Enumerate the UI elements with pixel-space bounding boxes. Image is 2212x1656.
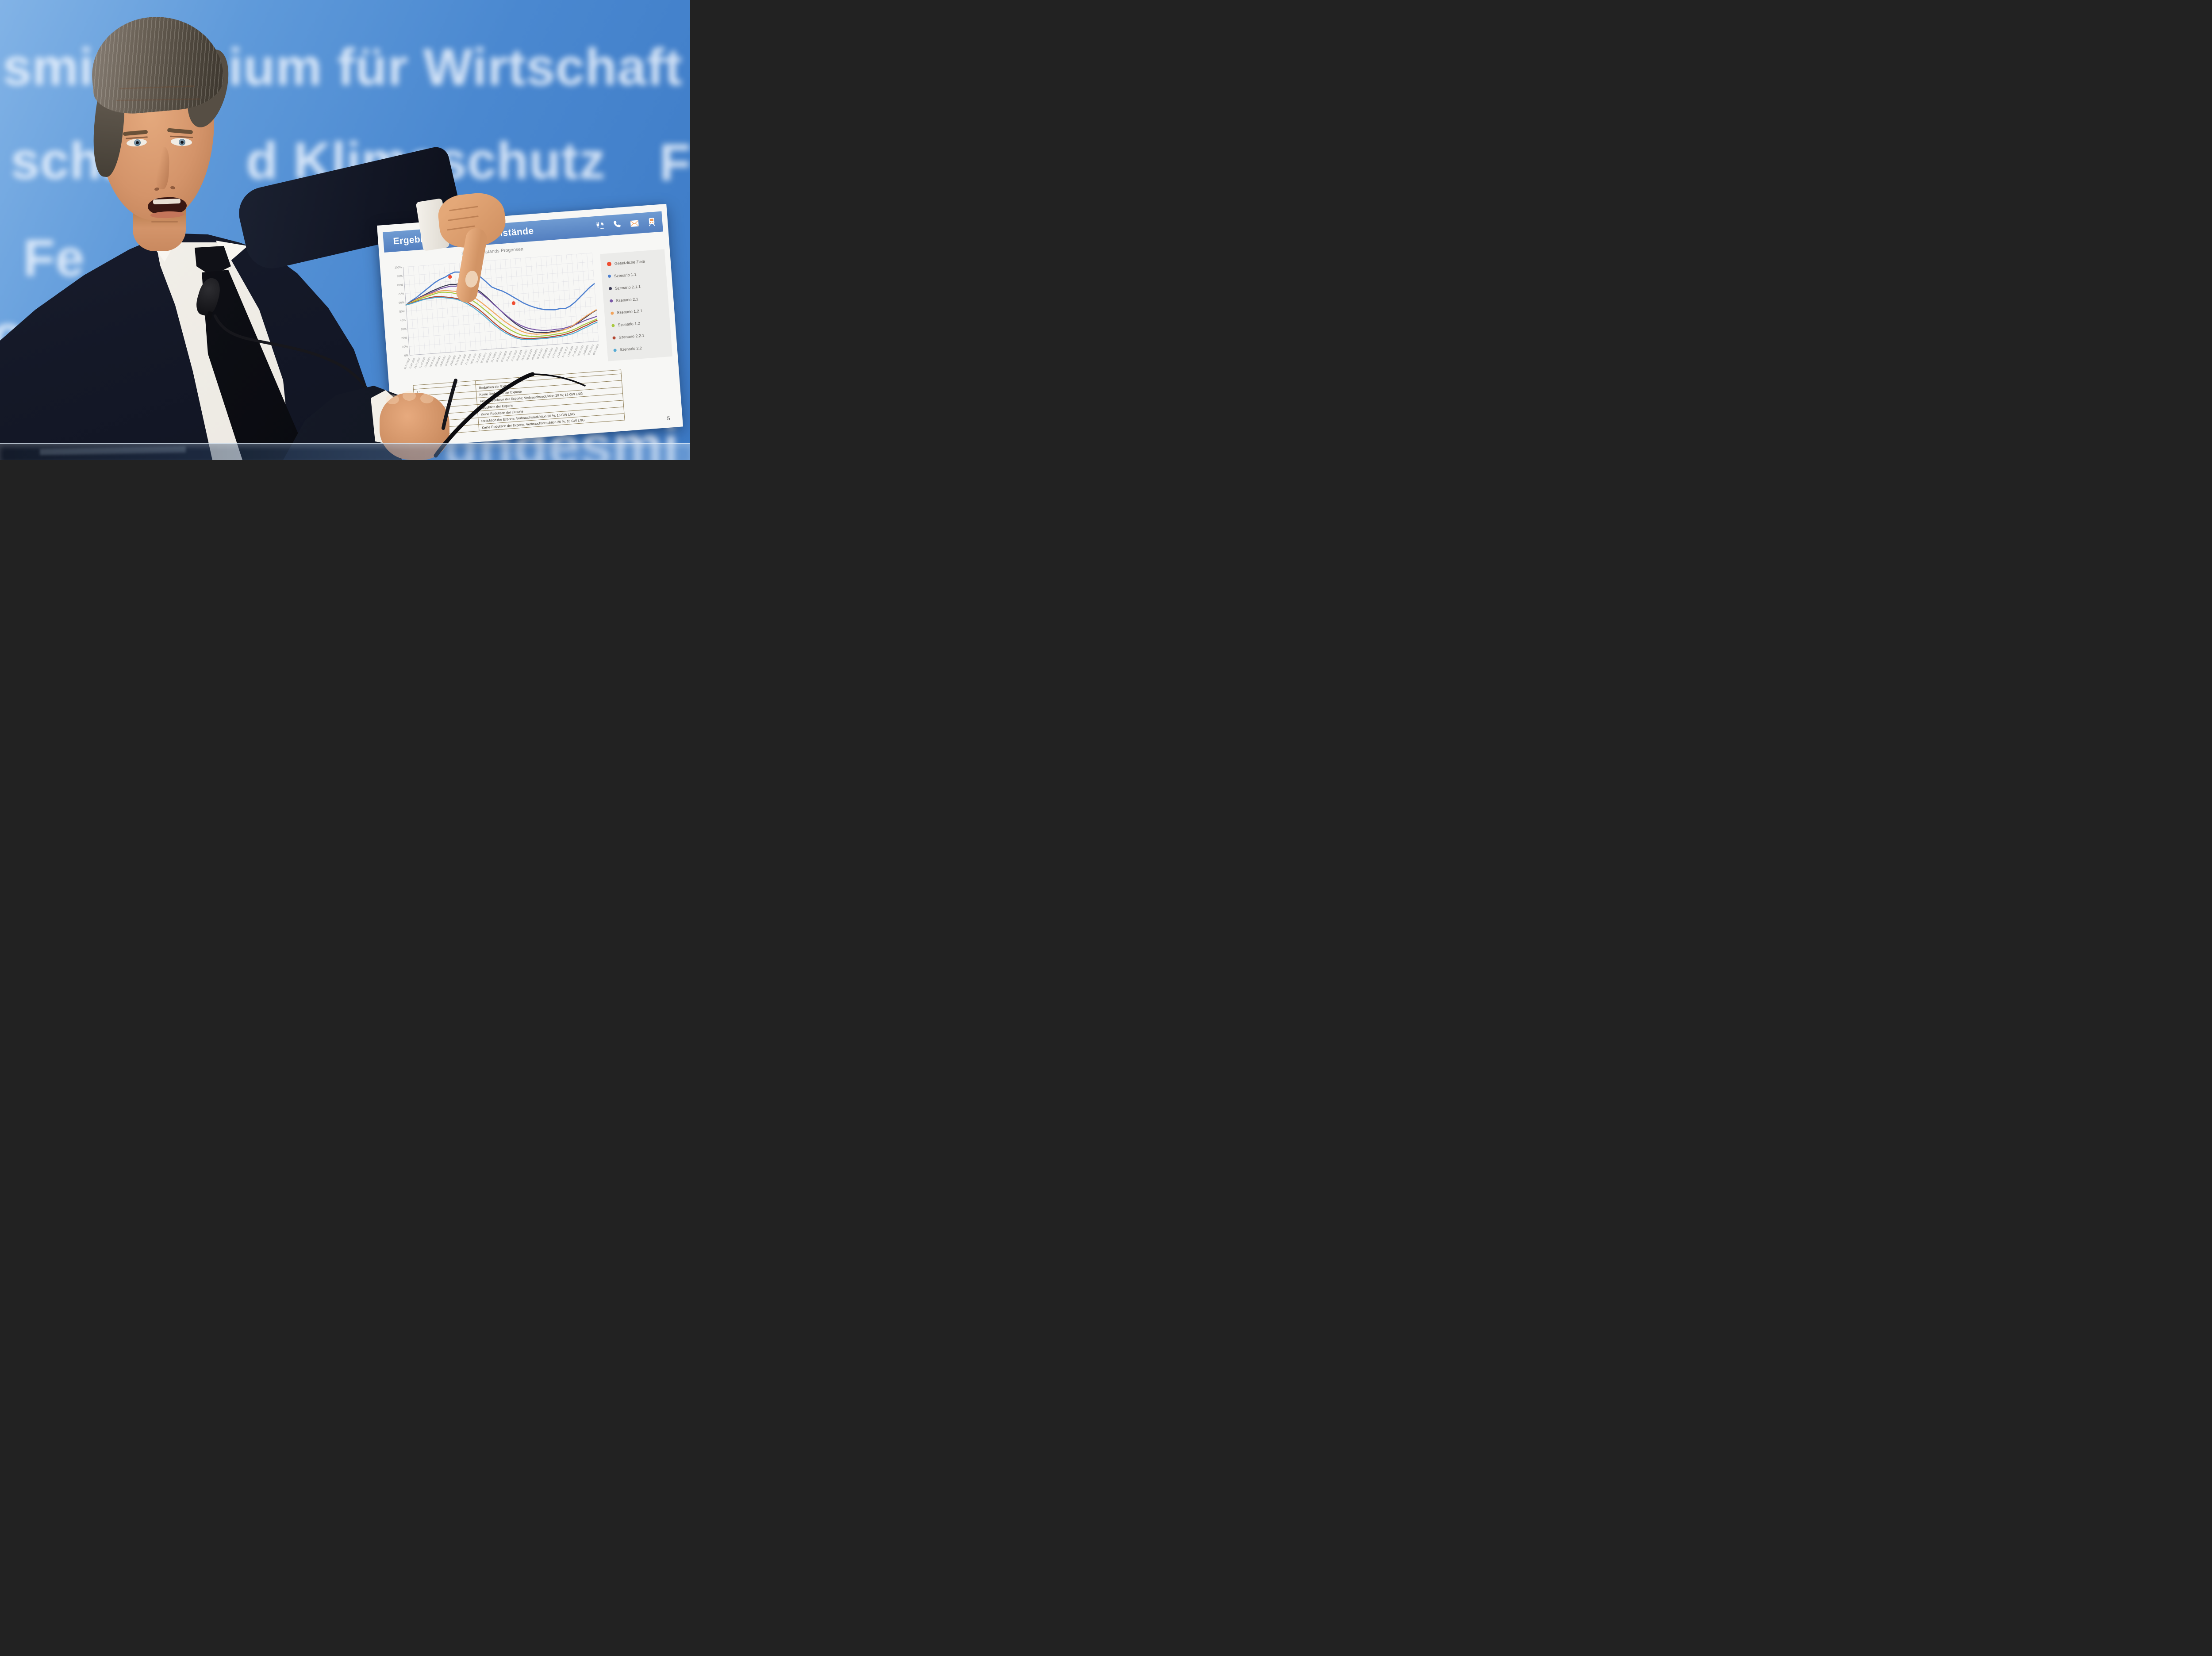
plug-flame-icon — [592, 218, 607, 234]
wall-text-fragment: ium für Wirtschaft — [228, 38, 683, 96]
pupil-left — [136, 141, 139, 144]
knuckle — [403, 391, 416, 401]
series-Szenario 2.1 — [405, 284, 597, 331]
press-conference-photo: sminis ium für Wirtschaft scha d Klimasc… — [0, 0, 690, 460]
hands — [0, 0, 690, 460]
chin-crease — [151, 221, 178, 222]
svg-text:0%: 0% — [404, 354, 409, 357]
wall-text-fragment: Fe — [23, 229, 85, 288]
phone-icon — [610, 217, 625, 232]
svg-text:40%: 40% — [400, 319, 406, 322]
svg-text:50%: 50% — [399, 310, 406, 314]
series-Szenario 1.1 — [405, 270, 595, 310]
svg-text:90%: 90% — [397, 275, 403, 278]
shirt-cuff-right — [371, 390, 397, 445]
svg-text:10%: 10% — [402, 345, 408, 349]
page-title-band: Ergebnisse Speicherfüllstände — [383, 211, 663, 253]
train-icon — [644, 215, 659, 230]
header-icons — [592, 215, 659, 234]
svg-text:60%: 60% — [399, 301, 405, 305]
target-point — [448, 275, 452, 279]
series-Szenario 1.2 — [405, 291, 598, 337]
svg-text:100%: 100% — [394, 266, 402, 269]
svg-text:20%: 20% — [401, 337, 407, 340]
series-Szenario 2.2.1 — [405, 296, 598, 339]
right-arm-sleeve — [283, 386, 402, 460]
target-point — [511, 301, 516, 305]
knuckle — [386, 395, 399, 404]
envelope-icon — [627, 216, 642, 231]
svg-text:70%: 70% — [398, 292, 404, 296]
svg-text:30%: 30% — [401, 328, 407, 331]
glass-lectern-edge — [0, 443, 690, 460]
pupil-right — [180, 141, 184, 144]
glass-reflection — [39, 446, 186, 455]
knuckle — [420, 394, 434, 403]
wall-text-fragment: F — [659, 134, 690, 192]
storage-forecast-chart: 0% 10% 20% 30% 40% 50% 60% 70% 80% 90% 100% 01.07.2… — [387, 249, 603, 380]
svg-text:80%: 80% — [397, 284, 403, 287]
series-Szenario 2.2 — [405, 297, 598, 340]
presentation-page: Ergebnisse Speicherfüllstände — [377, 203, 684, 448]
series-Szenario 1.2.1 — [405, 290, 597, 335]
